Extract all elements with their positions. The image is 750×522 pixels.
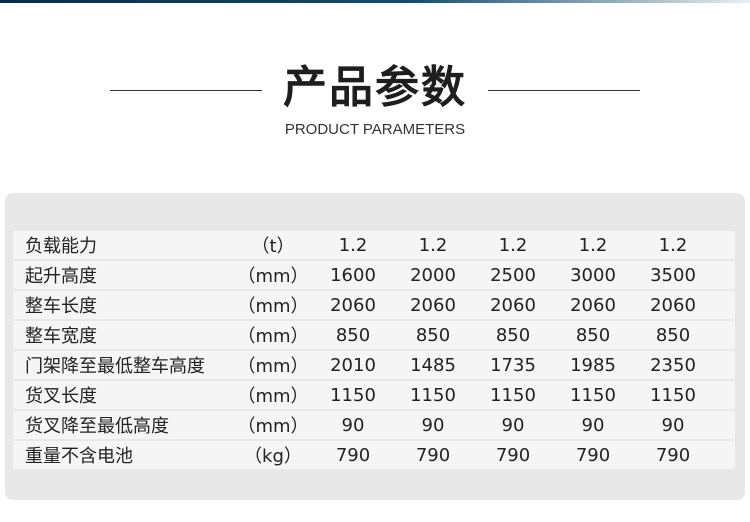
param-value: 3000 xyxy=(570,264,616,286)
param-value: 850 xyxy=(335,324,371,346)
param-value: 850 xyxy=(575,324,611,346)
param-value: 850 xyxy=(655,324,691,346)
param-name: 门架降至最低整车高度 xyxy=(25,356,205,377)
title-divider-left xyxy=(110,90,262,91)
param-value: 2060 xyxy=(650,294,696,316)
param-value: 2000 xyxy=(410,264,456,286)
title-divider-right xyxy=(488,90,640,91)
param-value: 1150 xyxy=(330,384,376,406)
param-value: 2060 xyxy=(570,294,616,316)
param-value: 790 xyxy=(415,444,451,466)
param-value: 1.2 xyxy=(578,234,608,256)
table-row: 货叉长度 （mm） 1150 1150 1150 1150 1150 xyxy=(13,381,735,409)
param-value: 2010 xyxy=(330,354,376,376)
param-value: 90 xyxy=(501,414,525,436)
param-name: 货叉降至最低高度 xyxy=(25,416,169,437)
param-value: 1150 xyxy=(570,384,616,406)
param-value: 2500 xyxy=(490,264,536,286)
param-value: 1.2 xyxy=(658,234,688,256)
param-value: 790 xyxy=(495,444,531,466)
param-value: 1.2 xyxy=(338,234,368,256)
table-row: 门架降至最低整车高度 （mm） 2010 1485 1735 1985 2350 xyxy=(13,351,735,379)
param-unit: （t） xyxy=(251,236,295,257)
param-name: 负载能力 xyxy=(25,236,97,257)
param-value: 90 xyxy=(661,414,685,436)
param-unit: （mm） xyxy=(237,266,309,287)
param-unit: （mm） xyxy=(237,386,309,407)
table-row: 整车长度 （mm） 2060 2060 2060 2060 2060 xyxy=(13,291,735,319)
param-name: 重量不含电池 xyxy=(25,446,133,467)
table-row: 货叉降至最低高度 （mm） 90 90 90 90 90 xyxy=(13,411,735,439)
param-value: 790 xyxy=(655,444,691,466)
param-value: 1150 xyxy=(650,384,696,406)
page-subtitle: PRODUCT PARAMETERS xyxy=(284,121,466,138)
page-title: 产品参数 xyxy=(283,62,467,113)
param-unit: （kg） xyxy=(244,446,302,467)
param-value: 1150 xyxy=(410,384,456,406)
param-value: 2060 xyxy=(330,294,376,316)
table-row: 起升高度 （mm） 1600 2000 2500 3000 3500 xyxy=(13,261,735,289)
param-name: 货叉长度 xyxy=(25,386,97,407)
param-value: 90 xyxy=(341,414,365,436)
parameters-table: 负载能力 （t） 1.2 1.2 1.2 1.2 1.2 起升高度 （mm） 1600 2000 25… xyxy=(13,231,735,471)
param-value: 1735 xyxy=(490,354,536,376)
param-name: 起升高度 xyxy=(25,266,97,287)
param-value: 90 xyxy=(421,414,445,436)
param-value: 790 xyxy=(335,444,371,466)
param-value: 1.2 xyxy=(498,234,528,256)
param-value: 1150 xyxy=(490,384,536,406)
param-unit: （mm） xyxy=(237,416,309,437)
top-accent-bar xyxy=(0,0,750,3)
param-unit: （mm） xyxy=(237,296,309,317)
param-name: 整车长度 xyxy=(25,296,97,317)
param-value: 2350 xyxy=(650,354,696,376)
table-row: 负载能力 （t） 1.2 1.2 1.2 1.2 1.2 xyxy=(13,231,735,259)
param-value: 850 xyxy=(495,324,531,346)
param-value: 1600 xyxy=(330,264,376,286)
param-unit: （mm） xyxy=(237,356,309,377)
param-value: 1.2 xyxy=(418,234,448,256)
param-value: 90 xyxy=(581,414,605,436)
table-row: 整车宽度 （mm） 850 850 850 850 850 xyxy=(13,321,735,349)
param-value: 1985 xyxy=(570,354,616,376)
param-value: 3500 xyxy=(650,264,696,286)
param-value: 790 xyxy=(575,444,611,466)
param-unit: （mm） xyxy=(237,326,309,347)
param-value: 2060 xyxy=(410,294,456,316)
table-row: 重量不含电池 （kg） 790 790 790 790 790 xyxy=(13,441,735,469)
param-value: 2060 xyxy=(490,294,536,316)
param-value: 1485 xyxy=(410,354,456,376)
param-name: 整车宽度 xyxy=(25,326,97,347)
param-value: 850 xyxy=(415,324,451,346)
